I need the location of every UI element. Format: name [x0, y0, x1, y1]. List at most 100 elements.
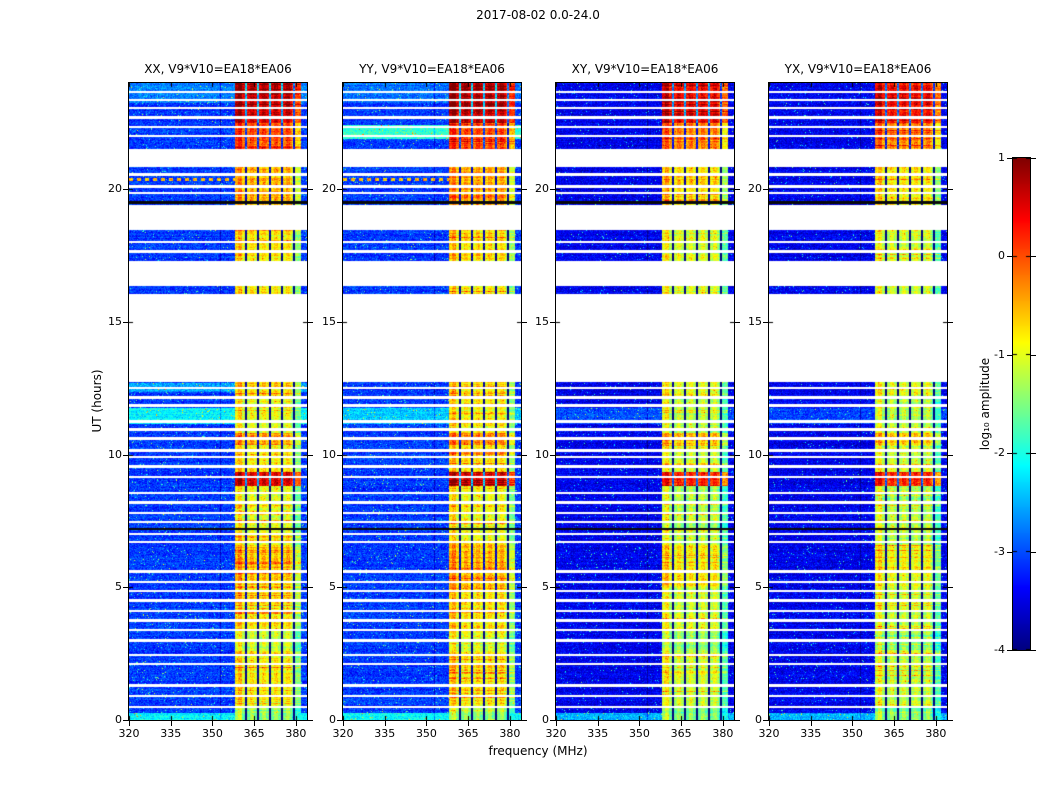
- y-tick-mark: [123, 455, 128, 456]
- spectrogram-panel-xy: [555, 82, 735, 721]
- x-tick-label: 335: [800, 727, 822, 740]
- panel-title-yx: YX, V9*V10=EA18*EA06: [784, 62, 932, 76]
- y-tick-mark: [308, 322, 313, 323]
- y-tick-mark: [735, 322, 740, 323]
- x-tick-label: 365: [457, 727, 479, 740]
- x-tick-mark: [681, 721, 682, 726]
- panel-title-xx: XX, V9*V10=EA18*EA06: [144, 62, 292, 76]
- x-tick-label: 350: [201, 727, 223, 740]
- spectrogram-canvas-yx: [769, 83, 947, 720]
- x-tick-mark: [598, 721, 599, 726]
- y-tick-mark: [948, 322, 953, 323]
- x-tick-label: 380: [499, 727, 521, 740]
- y-tick-mark: [123, 720, 128, 721]
- y-tick-mark: [735, 189, 740, 190]
- colorbar: [1012, 157, 1031, 651]
- y-tick-mark: [763, 322, 768, 323]
- y-tick-mark: [550, 322, 555, 323]
- colorbar-tick-mark: [1007, 355, 1012, 356]
- x-tick-label: 320: [332, 727, 354, 740]
- y-tick-mark: [123, 587, 128, 588]
- x-tick-mark: [254, 721, 255, 726]
- colorbar-label: log₁₀ amplitude: [978, 357, 992, 451]
- x-tick-mark: [426, 721, 427, 726]
- y-tick-mark: [948, 455, 953, 456]
- x-tick-mark: [343, 721, 344, 726]
- x-tick-mark: [852, 721, 853, 726]
- x-tick-label: 380: [925, 727, 947, 740]
- x-tick-label: 320: [545, 727, 567, 740]
- spectrogram-canvas-yy: [343, 83, 521, 720]
- y-tick-mark: [337, 189, 342, 190]
- figure-title: 2017-08-02 0.0-24.0: [476, 8, 600, 22]
- colorbar-tick-mark: [1007, 650, 1012, 651]
- x-tick-mark: [171, 721, 172, 726]
- colorbar-tick-label: -4: [994, 643, 1005, 656]
- y-tick-label: 0: [755, 713, 762, 726]
- colorbar-tick-label: -3: [994, 544, 1005, 558]
- x-tick-mark: [556, 721, 557, 726]
- y-tick-mark: [763, 720, 768, 721]
- x-axis-label: frequency (MHz): [488, 744, 588, 758]
- colorbar-tick-mark: [1031, 355, 1036, 356]
- x-tick-mark: [385, 721, 386, 726]
- y-tick-mark: [522, 455, 527, 456]
- y-tick-mark: [735, 587, 740, 588]
- spectrogram-canvas-xy: [556, 83, 734, 720]
- colorbar-tick-mark: [1031, 552, 1036, 553]
- colorbar-tick-mark: [1007, 552, 1012, 553]
- y-tick-mark: [337, 587, 342, 588]
- x-tick-label: 335: [160, 727, 182, 740]
- x-tick-mark: [510, 721, 511, 726]
- x-tick-label: 365: [883, 727, 905, 740]
- panel-title-xy: XY, V9*V10=EA18*EA06: [571, 62, 719, 76]
- y-tick-label: 15: [748, 314, 762, 328]
- x-tick-mark: [129, 721, 130, 726]
- x-tick-mark: [468, 721, 469, 726]
- y-tick-mark: [550, 587, 555, 588]
- y-tick-mark: [550, 720, 555, 721]
- colorbar-tick-mark: [1031, 256, 1036, 257]
- y-tick-mark: [948, 189, 953, 190]
- colorbar-tick-mark: [1007, 158, 1012, 159]
- y-tick-label: 10: [535, 447, 549, 461]
- y-tick-label: 20: [535, 182, 549, 196]
- y-tick-label: 0: [542, 713, 549, 726]
- y-tick-mark: [308, 587, 313, 588]
- y-tick-mark: [948, 720, 953, 721]
- y-axis-label: UT (hours): [90, 369, 104, 433]
- panel-title-yy: YY, V9*V10=EA18*EA06: [359, 62, 505, 76]
- x-tick-mark: [894, 721, 895, 726]
- y-tick-mark: [123, 189, 128, 190]
- y-tick-mark: [763, 189, 768, 190]
- y-tick-mark: [123, 322, 128, 323]
- y-tick-label: 10: [322, 447, 336, 461]
- y-tick-mark: [763, 587, 768, 588]
- y-tick-mark: [337, 455, 342, 456]
- y-tick-mark: [308, 720, 313, 721]
- y-tick-mark: [308, 455, 313, 456]
- x-tick-label: 335: [374, 727, 396, 740]
- y-tick-mark: [550, 189, 555, 190]
- y-tick-mark: [522, 189, 527, 190]
- x-tick-label: 320: [118, 727, 140, 740]
- colorbar-gradient: [1013, 158, 1030, 650]
- y-tick-mark: [735, 455, 740, 456]
- x-tick-mark: [212, 721, 213, 726]
- x-tick-label: 365: [243, 727, 265, 740]
- colorbar-tick-label: 0: [998, 249, 1005, 263]
- colorbar-tick-mark: [1007, 256, 1012, 257]
- colorbar-tick-label: -1: [994, 347, 1005, 361]
- spectrogram-panel-yy: [342, 82, 522, 721]
- colorbar-tick-mark: [1007, 453, 1012, 454]
- y-tick-label: 0: [115, 713, 122, 726]
- x-tick-label: 350: [628, 727, 650, 740]
- colorbar-tick-label: -2: [994, 446, 1005, 460]
- x-tick-mark: [769, 721, 770, 726]
- x-tick-mark: [811, 721, 812, 726]
- x-tick-label: 380: [285, 727, 307, 740]
- y-tick-label: 15: [108, 314, 122, 328]
- colorbar-tick-mark: [1031, 453, 1036, 454]
- y-tick-label: 5: [329, 580, 336, 594]
